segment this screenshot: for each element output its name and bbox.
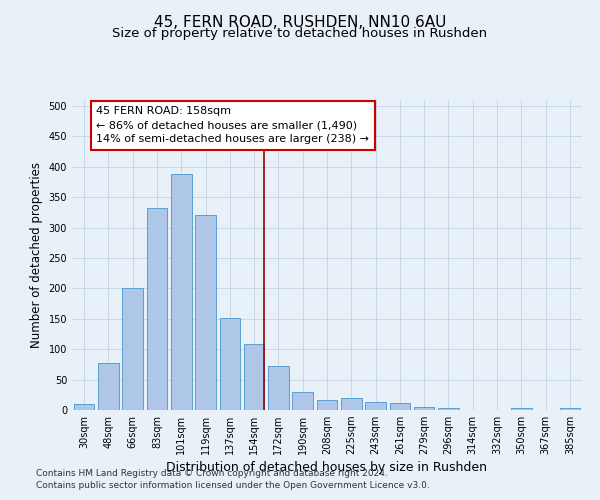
Y-axis label: Number of detached properties: Number of detached properties (30, 162, 43, 348)
Bar (438, 408, 459, 410)
Bar (365, 402, 386, 410)
Bar (195, 216, 216, 410)
Bar (560, 408, 580, 410)
Bar (389, 402, 410, 410)
Bar (146, 208, 167, 410)
Bar (171, 174, 191, 410)
Bar (122, 288, 143, 410)
Bar (74, 404, 94, 410)
Text: Contains HM Land Registry data © Crown copyright and database right 2024.: Contains HM Land Registry data © Crown c… (36, 468, 388, 477)
Text: Size of property relative to detached houses in Rushden: Size of property relative to detached ho… (112, 28, 488, 40)
Bar (220, 318, 240, 410)
Text: 45, FERN ROAD, RUSHDEN, NN10 6AU: 45, FERN ROAD, RUSHDEN, NN10 6AU (154, 15, 446, 30)
Text: Contains public sector information licensed under the Open Government Licence v3: Contains public sector information licen… (36, 481, 430, 490)
Bar (414, 407, 434, 410)
Bar (244, 344, 265, 410)
Bar (317, 400, 337, 410)
Bar (511, 408, 532, 410)
Bar (341, 398, 362, 410)
Bar (292, 392, 313, 410)
X-axis label: Distribution of detached houses by size in Rushden: Distribution of detached houses by size … (167, 462, 487, 474)
Bar (268, 366, 289, 410)
Bar (98, 362, 119, 410)
Text: 45 FERN ROAD: 158sqm
← 86% of detached houses are smaller (1,490)
14% of semi-de: 45 FERN ROAD: 158sqm ← 86% of detached h… (96, 106, 369, 144)
